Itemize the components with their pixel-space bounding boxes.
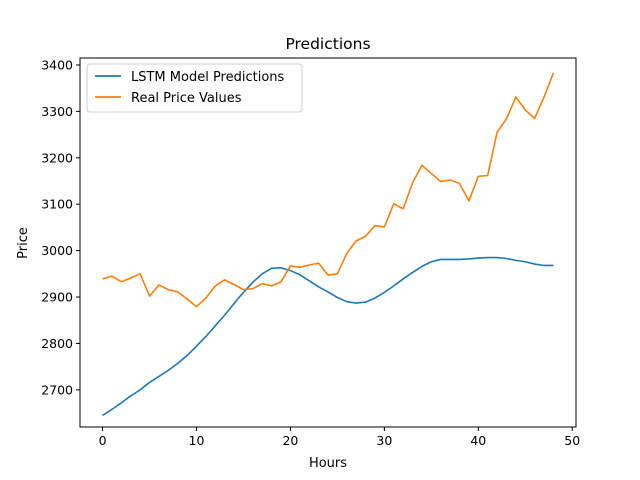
y-tick-label: 2800 — [41, 336, 73, 351]
series-line-real — [102, 72, 555, 308]
y-axis: 2700 2800 2900 3000 3100 3200 3300 3400 — [41, 57, 80, 397]
y-tick-label: 3400 — [41, 57, 73, 72]
plot-frame — [79, 57, 577, 428]
y-tick-label: 2900 — [41, 290, 73, 305]
x-tick-label: 40 — [470, 433, 486, 448]
legend-label-lstm: LSTM Model Predictions — [131, 70, 285, 85]
y-tick-label: 2700 — [41, 382, 73, 397]
x-tick-label: 50 — [564, 433, 580, 448]
x-axis-label: Hours — [309, 456, 347, 471]
legend-label-real: Real Price Values — [131, 91, 242, 106]
y-axis-label: Price — [16, 227, 31, 259]
y-tick-label: 3300 — [41, 104, 73, 119]
x-tick-label: 30 — [376, 433, 392, 448]
chart-title: Predictions — [285, 35, 370, 53]
legend-box — [86, 63, 303, 113]
x-axis: 0 10 20 30 40 50 — [99, 427, 580, 448]
x-tick-label: 10 — [189, 433, 205, 448]
y-tick-label: 3200 — [41, 150, 73, 165]
y-tick-label: 3000 — [41, 243, 73, 258]
x-tick-label: 0 — [99, 433, 107, 448]
x-tick-label: 20 — [282, 433, 298, 448]
series-layer — [102, 72, 555, 417]
y-tick-label: 3100 — [41, 197, 73, 212]
series-line-lstm — [102, 256, 554, 417]
legend: LSTM Model Predictions Real Price Values — [86, 63, 303, 113]
